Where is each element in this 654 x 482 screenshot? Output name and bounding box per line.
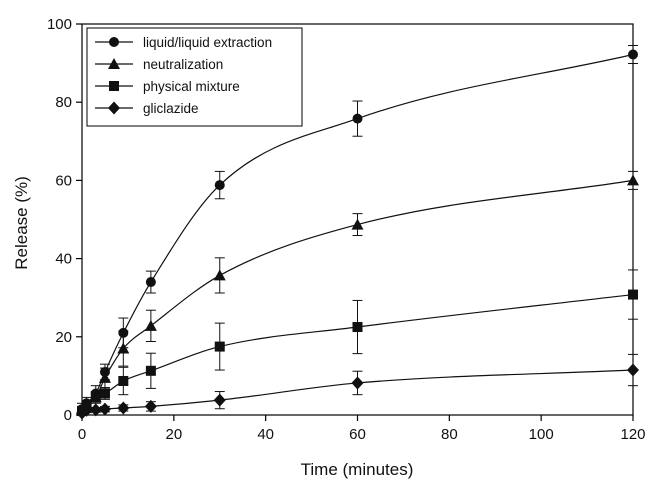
x-tick-label: 80 bbox=[441, 426, 458, 443]
y-tick-label: 100 bbox=[47, 16, 72, 33]
markers bbox=[76, 49, 639, 420]
legend-label: liquid/liquid extraction bbox=[143, 35, 272, 50]
data-point bbox=[214, 341, 225, 352]
data-point bbox=[352, 322, 363, 333]
data-point bbox=[628, 49, 638, 60]
data-point bbox=[98, 402, 111, 416]
data-point bbox=[118, 327, 129, 338]
legend-marker bbox=[109, 37, 119, 47]
legend-box bbox=[86, 27, 303, 127]
legend-label: neutralization bbox=[143, 57, 223, 72]
data-point bbox=[214, 180, 225, 191]
data-point bbox=[145, 277, 156, 288]
y-tick-label: 60 bbox=[55, 172, 72, 189]
y-tick-label: 80 bbox=[55, 94, 72, 111]
data-point bbox=[352, 113, 363, 124]
y-tick-label: 20 bbox=[55, 329, 72, 346]
legend: liquid/liquid extraction neutralization ph… bbox=[86, 27, 303, 127]
x-axis-title: Time (minutes) bbox=[301, 460, 414, 479]
data-point bbox=[117, 342, 130, 354]
x-tick-label: 0 bbox=[78, 426, 86, 443]
data-point bbox=[117, 401, 130, 415]
x-tick-label: 20 bbox=[165, 426, 182, 443]
data-point bbox=[145, 365, 156, 376]
data-point bbox=[627, 174, 639, 186]
y-axis-title: Release (%) bbox=[12, 176, 31, 270]
x-tick-label: 100 bbox=[529, 426, 554, 443]
y-tick-label: 40 bbox=[55, 251, 72, 268]
legend-marker bbox=[109, 81, 119, 91]
data-point bbox=[98, 371, 111, 383]
legend-marker bbox=[108, 58, 120, 69]
data-point bbox=[80, 403, 93, 417]
data-point bbox=[213, 393, 226, 407]
data-point bbox=[213, 269, 226, 281]
x-tick-label: 60 bbox=[349, 426, 366, 443]
data-point bbox=[89, 403, 102, 417]
data-point bbox=[627, 363, 639, 377]
legend-label: gliclazide bbox=[143, 101, 199, 116]
y-tick-label: 0 bbox=[64, 407, 72, 424]
data-point bbox=[99, 388, 110, 399]
axes: 0 20 40 60 80 100 120 0 20 40 60 80 100 bbox=[47, 16, 646, 443]
data-point bbox=[628, 289, 638, 300]
data-point bbox=[351, 218, 364, 230]
x-tick-label: 120 bbox=[620, 426, 645, 443]
x-tick-label: 40 bbox=[257, 426, 274, 443]
legend-label: physical mixture bbox=[143, 79, 240, 94]
data-point bbox=[351, 376, 364, 390]
data-point bbox=[90, 392, 101, 403]
data-point bbox=[144, 399, 157, 413]
data-point bbox=[144, 319, 157, 331]
legend-marker bbox=[108, 101, 120, 115]
data-point bbox=[118, 375, 129, 386]
